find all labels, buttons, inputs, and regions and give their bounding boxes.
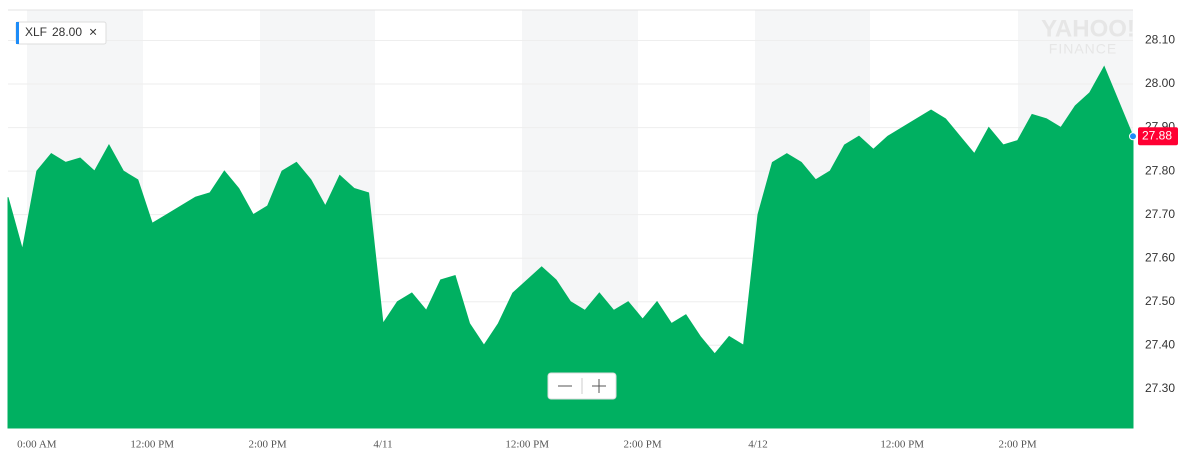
y-tick-label: 27.60 (1145, 250, 1175, 264)
y-tick-label: 27.40 (1145, 337, 1175, 351)
y-tick-label: 27.70 (1145, 207, 1175, 221)
watermark: FINANCE (1049, 41, 1117, 57)
y-tick-label: 27.80 (1145, 163, 1175, 177)
x-tick-label: 2:00 PM (999, 439, 1037, 451)
y-tick-label: 28.00 (1145, 76, 1175, 90)
last-price-box (1138, 127, 1178, 146)
y-tick-label: 27.30 (1145, 381, 1175, 395)
price-area (7, 65, 1134, 429)
last-price-label: 27.88 (1142, 128, 1172, 142)
y-tick-label: 28.10 (1145, 33, 1175, 47)
watermark: YAHOO! (1041, 15, 1135, 42)
x-tick-label: 12:00 PM (130, 439, 174, 451)
x-tick-label: 2:00 PM (624, 439, 662, 451)
last-point (1129, 132, 1137, 141)
x-tick-label: 4/12 (748, 439, 768, 451)
legend-symbol: XLF (25, 25, 47, 39)
legend: XLF 28.00 × (15, 21, 107, 45)
overlay: 27.3027.4027.5027.6027.7027.8027.9028.00… (17, 33, 1178, 451)
x-tick-label: 12:00 PM (505, 439, 549, 451)
y-tick-label: 27.50 (1145, 294, 1175, 308)
x-tick-label: 2:00 PM (249, 439, 287, 451)
x-tick-label: 12:00 PM (880, 439, 924, 451)
zoom-controls[interactable] (547, 372, 617, 400)
plot (7, 65, 1134, 429)
x-tick-label: 0:00 AM (17, 439, 57, 451)
legend-close[interactable]: × (89, 24, 97, 40)
x-tick-label: 4/11 (373, 439, 392, 451)
legend-value: 28.00 (52, 25, 82, 39)
